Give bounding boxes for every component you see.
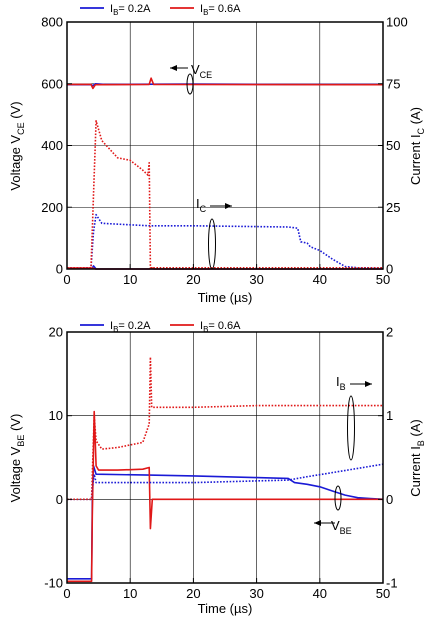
x-tick-label: 0 [63, 272, 70, 287]
series-top [67, 77, 384, 270]
grid-bottom [67, 332, 383, 583]
y-tick-label-left: 200 [41, 200, 63, 215]
y-tick-label-right: 1 [386, 408, 393, 423]
x-tick-label: 40 [313, 586, 327, 601]
y-tick-label-left: 0 [56, 492, 63, 507]
legend-label-0: IB= 0.2A [110, 320, 151, 334]
x-tick-label: 40 [313, 272, 327, 287]
y-tick-label-right: 100 [386, 15, 408, 30]
x-tick-label: 20 [186, 586, 200, 601]
y-axis-label-left-top: Voltage VCE (V) [8, 101, 26, 190]
x-tick-label: 30 [249, 272, 263, 287]
x-axis-label-top: Time (µs) [198, 290, 253, 305]
y-axis-label-right-bottom: Current IB (A) [408, 419, 426, 497]
y-tick-label-right: 0 [386, 492, 393, 507]
annotation-ib: IB [336, 374, 372, 461]
x-tick-label: 20 [186, 272, 200, 287]
x-axis-label-bottom: Time (µs) [198, 601, 253, 616]
x-tick-label: 30 [249, 586, 263, 601]
annotation-vce-label: VCE [191, 62, 212, 80]
y-tick-label-right: -1 [386, 576, 398, 591]
y-axis-label-right-top: Current IC (A) [408, 107, 426, 185]
y-tick-label-left: -10 [44, 576, 63, 591]
series-line-bottom-2 [67, 463, 384, 501]
y-tick-label-right: 50 [386, 138, 400, 153]
x-tick-label: 50 [376, 586, 390, 601]
y-tick-label-left: 800 [41, 15, 63, 30]
y-tick-label-left: 600 [41, 76, 63, 91]
y-tick-label-left: 10 [49, 408, 63, 423]
y-tick-label-right: 75 [386, 76, 400, 91]
series-line-bottom-3 [67, 356, 383, 501]
annotation-vce: VCE [170, 62, 212, 95]
legend-bottom: IB= 0.2A IB= 0.6A [80, 320, 241, 334]
series-line-top-5 [67, 120, 383, 269]
series-line-bottom-1 [67, 410, 383, 583]
y-tick-label-left: 20 [49, 325, 63, 340]
annotation-vbe: VBE [314, 485, 352, 536]
y-tick-label-left: 400 [41, 138, 63, 153]
y-tick-label-left: 0 [56, 262, 63, 277]
x-tick-label: 50 [376, 272, 390, 287]
legend-label-1: IB= 0.6A [200, 320, 241, 334]
y-axis-label-left-bottom: Voltage VBE (V) [8, 414, 26, 503]
x-tick-label: 10 [123, 586, 137, 601]
y-ticks-right-bottom: -1 0 1 2 [378, 325, 398, 591]
series-line-top-4 [67, 213, 384, 270]
annotation-ic: IC [196, 196, 232, 270]
series-line-top-1 [67, 77, 384, 90]
legend-top: IB= 0.2A IB= 0.6A [80, 3, 241, 17]
annotation-ic-label: IC [196, 196, 207, 214]
legend-label-1: IB= 0.6A [200, 3, 241, 17]
y-tick-label-right: 0 [386, 262, 393, 277]
x-ticks-bottom: 0 10 20 30 40 50 [63, 578, 390, 601]
grid-top [67, 22, 383, 269]
chart-top: IB= 0.2A IB= 0.6A 0 10 20 30 40 50 0 200 400 600… [8, 3, 426, 305]
legend-label-0: IB= 0.2A [110, 3, 151, 17]
y-ticks-left-top: 0 200 400 600 800 [41, 15, 72, 277]
x-tick-label: 0 [63, 586, 70, 601]
y-tick-label-right: 2 [386, 325, 393, 340]
y-ticks-left-bottom: -10 0 10 20 [44, 325, 72, 591]
y-ticks-right-top: 0 25 50 75 100 [378, 15, 408, 277]
y-tick-label-right: 25 [386, 200, 400, 215]
plot-frame-bottom [66, 331, 384, 584]
x-ticks-top: 0 10 20 30 40 50 [63, 264, 390, 287]
annotation-ib-label: IB [336, 374, 346, 392]
annotation-vbe-label: VBE [331, 518, 352, 536]
series-bottom [67, 356, 384, 583]
x-tick-label: 10 [123, 272, 137, 287]
